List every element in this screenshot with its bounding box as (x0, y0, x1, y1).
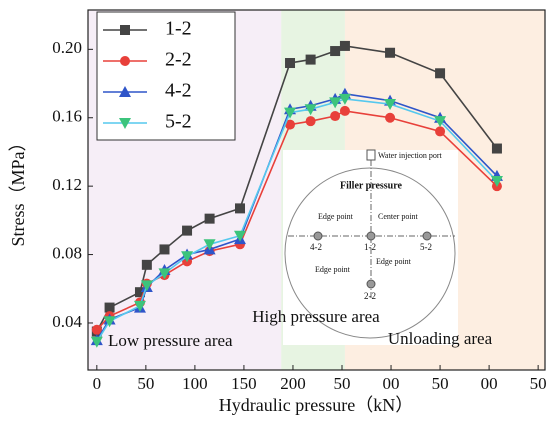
marker (435, 68, 446, 79)
region-label: Low pressure area (108, 331, 233, 350)
marker (90, 336, 103, 348)
marker (141, 259, 152, 270)
marker (235, 203, 246, 214)
inset-label: Edge point (318, 212, 354, 221)
y-axis-title: Stress（MPa） (8, 133, 28, 246)
x-tick-label: 00 (481, 374, 498, 393)
marker (133, 300, 146, 312)
marker (330, 111, 341, 122)
marker (120, 56, 130, 66)
inset-label: 1-2 (364, 242, 376, 252)
marker (435, 126, 446, 137)
inset-point (366, 279, 376, 289)
x-tick-label: 0 (93, 374, 102, 393)
inset-label: Water injection port (378, 151, 443, 160)
marker (285, 58, 296, 69)
inset-point (366, 231, 376, 241)
marker (284, 107, 297, 119)
marker (120, 25, 130, 35)
marker (203, 239, 216, 251)
marker (434, 116, 447, 128)
inset-point (422, 231, 432, 241)
inset-label: 4-2 (310, 242, 322, 252)
inset-circle (284, 167, 456, 339)
marker (305, 54, 316, 65)
inset-port (366, 149, 376, 161)
marker (305, 116, 316, 127)
inset-label: Filler pressure (340, 180, 403, 191)
marker (285, 119, 296, 130)
marker (182, 225, 193, 236)
legend-label: 2-2 (165, 49, 192, 71)
marker (339, 40, 350, 51)
x-tick-label: 100 (182, 374, 208, 393)
inset-point (313, 231, 323, 241)
x-tick-label: 00 (383, 374, 400, 393)
marker (491, 143, 502, 154)
marker (119, 86, 131, 97)
marker (181, 251, 194, 263)
marker (339, 105, 350, 116)
marker (104, 302, 115, 313)
marker (385, 112, 396, 123)
inset-label: Edge point (315, 265, 351, 274)
region-label: High pressure area (252, 307, 380, 326)
x-tick-label: 50 (333, 374, 350, 393)
inset-label: Center point (378, 212, 419, 221)
marker (304, 104, 317, 116)
inset-label: 2-2 (364, 291, 376, 301)
legend-label: 5-2 (165, 111, 192, 133)
marker (330, 46, 341, 57)
inset-label: Edge point (376, 257, 412, 266)
x-tick-label: 50 (137, 374, 154, 393)
inset-diagram: Water injection port Filler pressure Edg… (283, 149, 458, 345)
y-tick-label: 0.20 (52, 38, 82, 57)
legend-label: 1-2 (165, 18, 192, 40)
marker (234, 230, 247, 242)
plot (90, 40, 503, 348)
marker (134, 287, 145, 298)
marker (329, 97, 342, 109)
y-tick-label: 0.16 (52, 107, 82, 126)
marker (385, 47, 396, 58)
marker (103, 316, 116, 328)
x-tick-label: 50 (432, 374, 449, 393)
x-tick-label: 150 (231, 374, 257, 393)
marker (159, 244, 170, 255)
inset-label: 5-2 (420, 242, 432, 252)
marker (338, 93, 351, 105)
marker (140, 280, 153, 292)
y-tick-label: 0.08 (52, 243, 82, 262)
marker (490, 176, 503, 188)
region-label: Unloading area (388, 329, 493, 348)
x-tick-label: 50 (530, 374, 547, 393)
plot-frame (87, 9, 546, 371)
marker (91, 324, 102, 335)
marker (158, 268, 171, 280)
marker (384, 99, 397, 111)
y-tick-label: 0.12 (52, 175, 82, 194)
x-axis-title: Hydraulic pressure（kN） (219, 395, 413, 415)
legend: 1-2 2-2 4-2 5-2 (96, 11, 236, 141)
y-tick-label: 0.04 (52, 312, 82, 331)
marker (119, 118, 131, 129)
x-tick-label: 200 (280, 374, 306, 393)
marker (204, 213, 215, 224)
legend-label: 4-2 (165, 80, 192, 102)
